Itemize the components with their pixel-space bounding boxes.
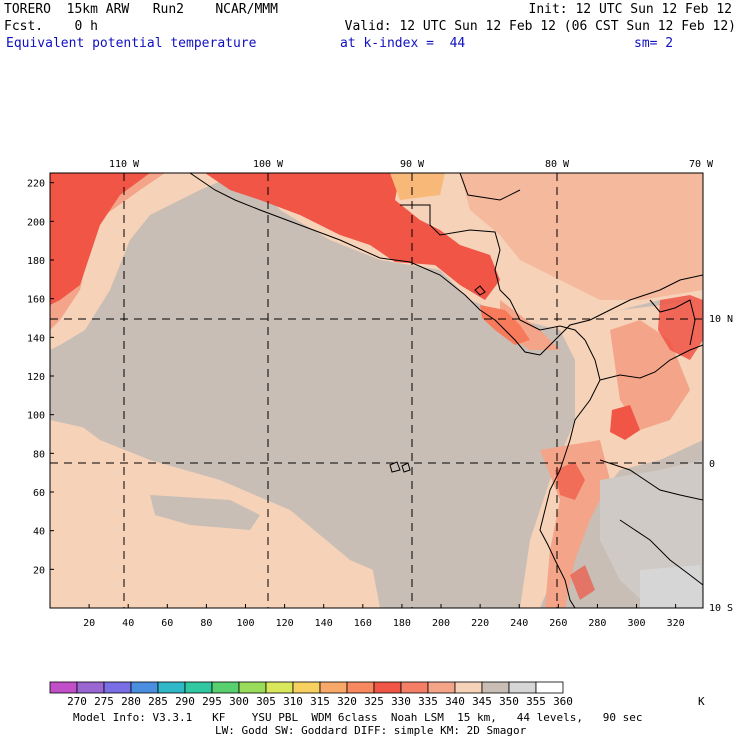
colorbar-swatch bbox=[400, 681, 429, 694]
y-tick-label: 120 bbox=[27, 372, 45, 383]
x-tick-label: 280 bbox=[588, 618, 606, 629]
smoothing: sm= 2 bbox=[634, 36, 674, 51]
coastlines bbox=[189, 173, 703, 608]
y-tick-label: 140 bbox=[27, 333, 45, 344]
colorbar-swatch bbox=[292, 681, 321, 694]
colorbar-swatch bbox=[427, 681, 456, 694]
colorbar-swatch bbox=[373, 681, 402, 694]
physics-info: LW: Godd SW: Goddard DIFF: simple KM: 2D… bbox=[215, 724, 527, 737]
colorbar-swatch bbox=[103, 681, 132, 694]
y-tick-label: 20 bbox=[33, 565, 45, 576]
colorbar-label: 305 bbox=[256, 695, 276, 708]
colorbar-label: 320 bbox=[337, 695, 357, 708]
colorbar-label: 315 bbox=[310, 695, 330, 708]
x-tick-label: 100 bbox=[236, 618, 254, 629]
x-tick-label: 240 bbox=[510, 618, 528, 629]
colorbar-swatch bbox=[454, 681, 483, 694]
lon-label: 80 W bbox=[545, 159, 570, 170]
colorbar-label: 300 bbox=[229, 695, 249, 708]
colorbar-swatch bbox=[238, 681, 267, 694]
colorbar-swatch bbox=[265, 681, 294, 694]
x-tick-label: 160 bbox=[354, 618, 372, 629]
x-tick-label: 60 bbox=[161, 618, 173, 629]
model-info: Model Info: V3.3.1 KF YSU PBL WDM 6class… bbox=[73, 711, 643, 724]
level-index: at k-index = 44 bbox=[340, 36, 466, 51]
lat-label: 0 bbox=[709, 459, 715, 470]
colorbar-swatch bbox=[49, 681, 78, 694]
x-tick-label: 260 bbox=[549, 618, 567, 629]
lat-label: 10 S bbox=[709, 603, 733, 614]
lat-lon-grid bbox=[50, 173, 703, 608]
colorbar-swatch bbox=[319, 681, 348, 694]
y-tick-label: 220 bbox=[27, 179, 45, 190]
colorbar-swatch bbox=[481, 681, 510, 694]
colorbar-label: 350 bbox=[499, 695, 519, 708]
y-tick-label: 60 bbox=[33, 488, 45, 499]
y-tick-label: 200 bbox=[27, 217, 45, 228]
forecast-hour: Fcst. 0 h bbox=[4, 19, 98, 34]
y-tick-label: 80 bbox=[33, 449, 45, 460]
colorbar-swatch bbox=[76, 681, 105, 694]
lon-label: 110 W bbox=[109, 159, 140, 170]
valid-time: Valid: 12 UTC Sun 12 Feb 12 (06 CST Sun … bbox=[344, 19, 736, 34]
colorbar-label: 280 bbox=[121, 695, 141, 708]
colorbar-label: 340 bbox=[445, 695, 465, 708]
colorbar-swatch bbox=[535, 681, 564, 694]
lon-label: 90 W bbox=[400, 159, 425, 170]
lon-label: 70 W bbox=[689, 159, 714, 170]
colorbar-label: 290 bbox=[175, 695, 195, 708]
x-tick-label: 300 bbox=[627, 618, 645, 629]
colorbar-swatch bbox=[211, 681, 240, 694]
colorbar-label: 295 bbox=[202, 695, 222, 708]
x-tick-label: 120 bbox=[276, 618, 294, 629]
colorbar-label: 275 bbox=[94, 695, 114, 708]
x-tick-label: 20 bbox=[83, 618, 95, 629]
x-tick-label: 200 bbox=[432, 618, 450, 629]
init-time: Init: 12 UTC Sun 12 Feb 12 bbox=[528, 2, 733, 17]
colorbar-unit: K bbox=[698, 695, 705, 708]
colorbar-label: 310 bbox=[283, 695, 303, 708]
lat-label: 10 N bbox=[709, 314, 733, 325]
y-tick-label: 40 bbox=[33, 527, 45, 538]
x-tick-label: 80 bbox=[200, 618, 212, 629]
colorbar-swatch bbox=[157, 681, 186, 694]
x-tick-label: 320 bbox=[667, 618, 685, 629]
y-tick-label: 160 bbox=[27, 295, 45, 306]
colorbar: 270 275 280 285 290 295 300 305 310 315 320 325 330 3… bbox=[49, 681, 705, 708]
x-tick-label: 220 bbox=[471, 618, 489, 629]
colorbar-label: 355 bbox=[526, 695, 546, 708]
colorbar-swatch bbox=[508, 681, 537, 694]
map-frame bbox=[49, 172, 704, 609]
x-tick-label: 40 bbox=[122, 618, 134, 629]
field-name: Equivalent potential temperature bbox=[6, 36, 257, 51]
theta-e-shading bbox=[50, 173, 703, 608]
run-title: TORERO 15km ARW Run2 NCAR/MMM bbox=[4, 2, 278, 17]
colorbar-label: 335 bbox=[418, 695, 438, 708]
colorbar-swatch bbox=[184, 681, 213, 694]
colorbar-label: 325 bbox=[364, 695, 384, 708]
colorbar-label: 330 bbox=[391, 695, 411, 708]
y-tick-label: 180 bbox=[27, 256, 45, 267]
colorbar-label: 285 bbox=[148, 695, 168, 708]
x-tick-label: 180 bbox=[393, 618, 411, 629]
colorbar-swatch bbox=[130, 681, 159, 694]
colorbar-label: 360 bbox=[553, 695, 573, 708]
y-tick-label: 100 bbox=[27, 411, 45, 422]
colorbar-swatch bbox=[346, 681, 375, 694]
x-tick-label: 140 bbox=[315, 618, 333, 629]
lon-label: 100 W bbox=[253, 159, 284, 170]
colorbar-label: 345 bbox=[472, 695, 492, 708]
colorbar-label: 270 bbox=[67, 695, 87, 708]
